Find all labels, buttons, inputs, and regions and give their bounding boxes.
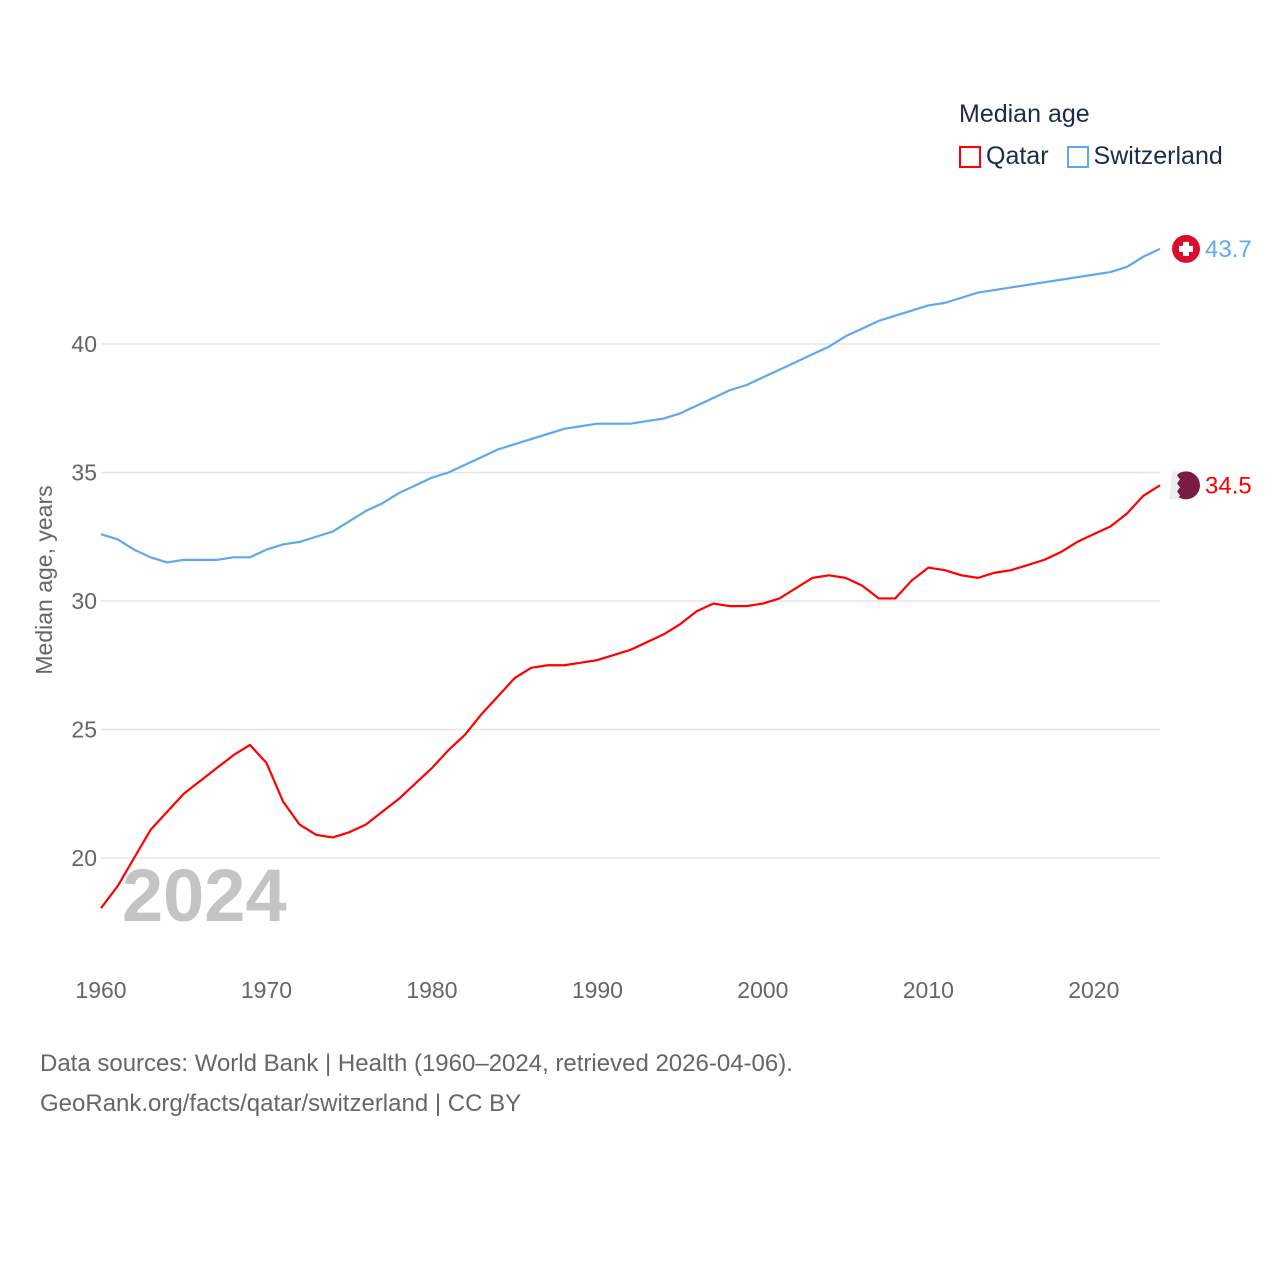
x-tick-label: 2000 [737,977,788,1003]
legend-item-qatar[interactable]: Qatar [959,142,1049,171]
footer: Data sources: World Bank | Health (1960–… [40,1044,793,1124]
legend: Qatar Switzerland [959,142,1223,171]
flag-cross-icon [1183,241,1189,256]
legend-item-switzerland[interactable]: Switzerland [1066,142,1223,171]
y-tick-label: 20 [71,845,97,871]
flag-white-band-icon [1169,471,1180,500]
y-tick-label: 35 [71,460,97,486]
source-link[interactable]: GeoRank.org/facts/qatar/switzerland | CC… [40,1090,522,1117]
series-line-switzerland [100,247,1161,564]
legend-label: Switzerland [1093,142,1223,170]
legend-label: Qatar [986,142,1049,170]
y-tick-label: 25 [71,717,97,743]
year-label: 2024 [122,854,287,937]
end-value-label: 34.5 [1205,472,1252,499]
x-tick-label: 2020 [1068,977,1119,1003]
x-tick-label: 1990 [572,977,623,1003]
x-tick-label: 1980 [406,977,457,1003]
y-axis-label: Median age, years [31,485,57,674]
legend-title: Median age [959,100,1090,128]
x-tick-label: 1970 [241,977,292,1003]
y-tick-label: 40 [71,331,97,357]
series-line-qatar [100,484,1161,909]
end-value-label: 43.7 [1205,236,1252,263]
x-tick-label: 2010 [903,977,954,1003]
legend-swatch-qatar [959,145,981,168]
y-tick-label: 30 [71,588,97,614]
legend-swatch-switzerland [1066,145,1089,168]
x-tick-label: 1960 [75,977,126,1003]
data-sources: Data sources: World Bank | Health (1960–… [40,1050,793,1077]
